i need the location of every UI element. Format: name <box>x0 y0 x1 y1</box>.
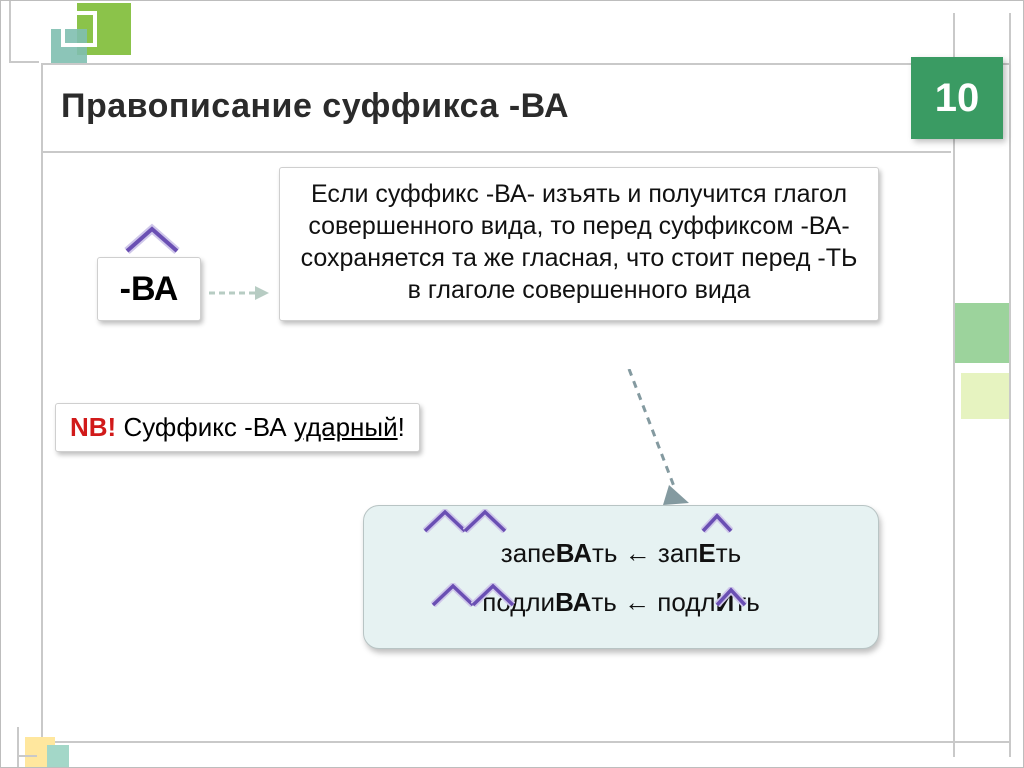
example-line: подлиВАть ← подлИть <box>384 587 858 618</box>
deco-line <box>9 1 11 63</box>
deco-line <box>17 727 19 767</box>
deco-line <box>17 755 37 757</box>
deco-line <box>9 61 39 63</box>
example-line: запеВАть ← запЕть <box>384 538 858 569</box>
deco-square-outline <box>61 11 97 47</box>
nb-prefix: NB! <box>70 412 123 442</box>
ex-text: подли <box>482 587 555 617</box>
frame-line <box>41 63 1011 65</box>
slide-frame: 10 Правописание суффикса -ВА -ВА Если су… <box>0 0 1024 768</box>
arrow-left-text: ← <box>617 587 657 617</box>
frame-line <box>41 741 1011 743</box>
frame-line <box>1009 13 1011 757</box>
caret-mark-icon <box>123 223 181 255</box>
deco-square <box>961 373 1009 419</box>
ex-suffix: ВА <box>556 538 592 568</box>
ex-text: ть <box>591 587 616 617</box>
ex-text: запе <box>501 538 556 568</box>
arrow-right-icon <box>209 284 271 307</box>
suffix-ba-box: -ВА <box>97 257 201 321</box>
frame-line <box>41 63 43 757</box>
deco-square <box>47 745 69 767</box>
ex-text: зап <box>658 538 698 568</box>
ex-suffix: ВА <box>555 587 591 617</box>
ex-suffix: И <box>716 587 735 617</box>
nb-after: ! <box>398 412 405 442</box>
nb-underlined: ударный <box>294 412 398 442</box>
ex-suffix: Е <box>698 538 715 568</box>
corner-decoration <box>9 1 139 61</box>
ex-text: ть <box>734 587 759 617</box>
arrow-down-icon <box>619 369 709 524</box>
rule-text-box: Если суффикс -ВА- изъять и получится гла… <box>279 167 879 321</box>
frame-line <box>41 151 951 153</box>
ex-text: ть <box>716 538 741 568</box>
ex-text: ть <box>592 538 617 568</box>
slide-number: 10 <box>911 57 1003 139</box>
deco-square <box>955 303 1009 363</box>
arrow-left-text: ← <box>617 538 657 568</box>
ex-text: подл <box>657 587 715 617</box>
slide-title: Правописание суффикса -ВА <box>61 87 569 126</box>
nb-note: NB! Суффикс -ВА ударный! <box>55 403 420 452</box>
nb-body: Суффикс -ВА <box>123 412 293 442</box>
examples-box: запеВАть ← запЕть подлиВАть ← подлИть <box>363 505 879 649</box>
